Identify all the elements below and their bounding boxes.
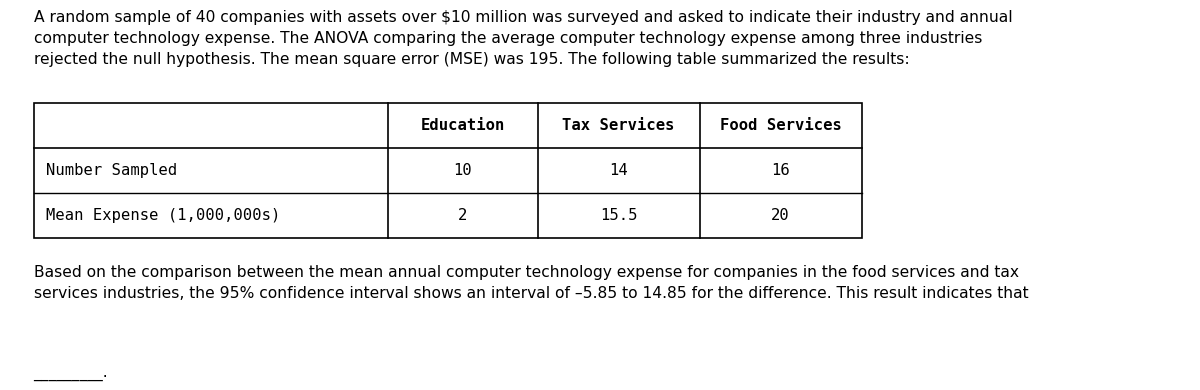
Text: 20: 20 — [772, 208, 790, 223]
Bar — [34, 103, 862, 238]
Text: Food Services: Food Services — [720, 118, 841, 133]
Text: A random sample of 40 companies with assets over $10 million was surveyed and as: A random sample of 40 companies with ass… — [34, 10, 1013, 67]
Text: 10: 10 — [454, 163, 472, 178]
Text: 16: 16 — [772, 163, 790, 178]
Text: 15.5: 15.5 — [600, 208, 637, 223]
Text: 14: 14 — [610, 163, 628, 178]
Text: Mean Expense (1,000,000s): Mean Expense (1,000,000s) — [46, 208, 280, 223]
Text: Number Sampled: Number Sampled — [46, 163, 176, 178]
Text: Tax Services: Tax Services — [563, 118, 674, 133]
Text: 2: 2 — [458, 208, 467, 223]
Text: Education: Education — [420, 118, 505, 133]
Text: _________.: _________. — [34, 367, 108, 381]
Text: Based on the comparison between the mean annual computer technology expense for : Based on the comparison between the mean… — [34, 265, 1028, 301]
